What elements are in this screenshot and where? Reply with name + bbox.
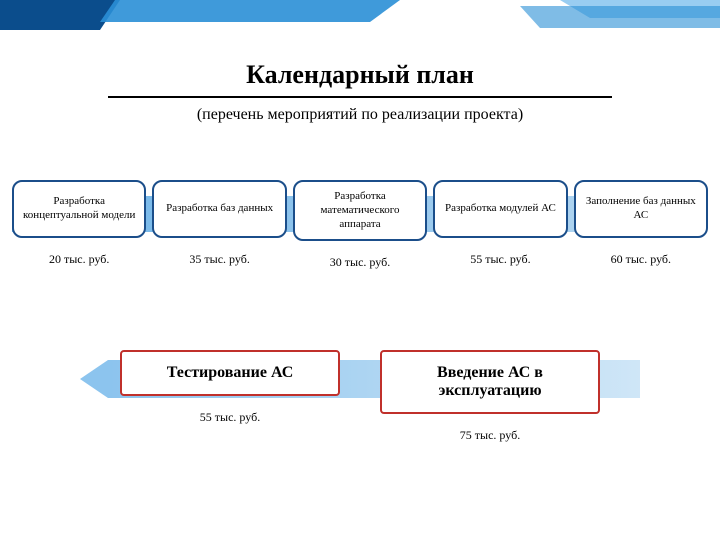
page-subtitle: (перечень мероприятий по реализации прое… (72, 102, 648, 124)
stage-1: Разработка концептуальной модели 20 тыс.… (12, 180, 146, 270)
stage-box: Разработка математического аппарата (293, 180, 427, 241)
stage-2: Разработка баз данных 35 тыс. руб. (152, 180, 286, 270)
stage-box: Введение АС в эксплуатацию (380, 350, 600, 414)
stage-3: Разработка математического аппарата 30 т… (293, 180, 427, 270)
stage-4: Разработка модулей АС 55 тыс. руб. (433, 180, 567, 270)
stage-box: Разработка концептуальной модели (12, 180, 146, 238)
stage-cost: 55 тыс. руб. (200, 410, 260, 425)
stage-6: Тестирование АС 55 тыс. руб. (120, 350, 340, 443)
stage-cost: 60 тыс. руб. (611, 252, 671, 267)
stage-box: Разработка баз данных (152, 180, 286, 238)
row1-arrow-group: Разработка концептуальной модели 20 тыс.… (12, 180, 708, 270)
stage-cost: 35 тыс. руб. (189, 252, 249, 267)
row1-stages: Разработка концептуальной модели 20 тыс.… (12, 180, 708, 270)
page-title: Календарный план (0, 60, 720, 90)
stage-cost: 30 тыс. руб. (330, 255, 390, 270)
stage-box: Разработка модулей АС (433, 180, 567, 238)
stage-box: Заполнение баз данных АС (574, 180, 708, 238)
stage-cost: 55 тыс. руб. (470, 252, 530, 267)
title-rule (108, 96, 612, 98)
stage-cost: 75 тыс. руб. (460, 428, 520, 443)
stage-5: Заполнение баз данных АС 60 тыс. руб. (574, 180, 708, 270)
row2-stages: Тестирование АС 55 тыс. руб. Введение АС… (80, 350, 640, 443)
row2-arrow-group: Тестирование АС 55 тыс. руб. Введение АС… (80, 350, 640, 443)
stage-cost: 20 тыс. руб. (49, 252, 109, 267)
stage-box: Тестирование АС (120, 350, 340, 396)
stage-7: Введение АС в эксплуатацию 75 тыс. руб. (380, 350, 600, 443)
header-decoration (0, 0, 720, 40)
